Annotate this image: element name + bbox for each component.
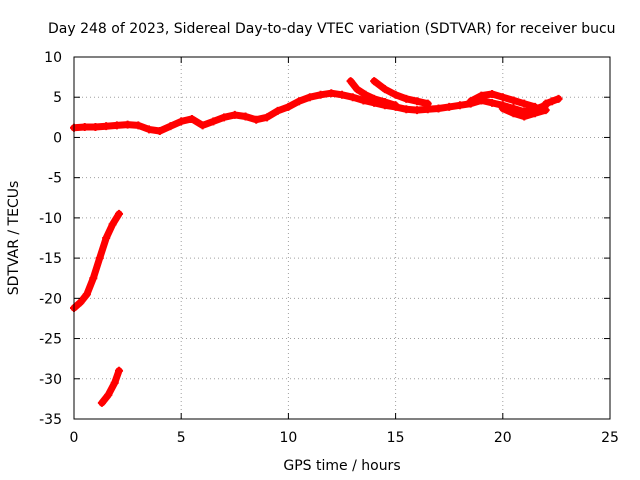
series-early-descent — [70, 210, 123, 312]
x-tick-label: 0 — [70, 430, 79, 446]
data-point — [123, 120, 132, 129]
data-point — [402, 94, 411, 103]
y-tick-label: -30 — [39, 372, 62, 388]
data-point — [241, 112, 250, 121]
data-point — [434, 104, 443, 113]
chart-title: Day 248 of 2023, Sidereal Day-to-day VTE… — [48, 21, 616, 37]
data-point — [445, 102, 454, 111]
data-point — [230, 110, 239, 119]
data-point — [104, 390, 113, 399]
data-point — [295, 97, 304, 106]
grid-lines — [74, 57, 610, 419]
data-point — [423, 99, 432, 108]
data-point — [220, 113, 229, 122]
x-tick-label: 20 — [494, 430, 512, 446]
data-point — [80, 122, 89, 131]
data-point — [380, 85, 389, 94]
data-point — [97, 398, 106, 407]
data-point — [209, 117, 218, 126]
data-point — [102, 122, 111, 131]
data-point — [110, 378, 119, 387]
x-tick-label: 25 — [601, 430, 619, 446]
data-point — [316, 90, 325, 99]
series-early-lower — [98, 367, 123, 407]
data-point — [498, 104, 507, 113]
x-tick-label: 10 — [279, 430, 297, 446]
data-point — [338, 90, 346, 99]
data-point — [520, 112, 529, 121]
data-point — [102, 234, 111, 242]
data-point — [509, 109, 518, 118]
data-point — [380, 98, 389, 107]
x-tick-label: 5 — [177, 430, 186, 446]
data-point — [402, 105, 411, 114]
data-point — [95, 254, 104, 263]
x-axis-ticks: 0 5 10 15 20 25 — [70, 57, 619, 446]
data-point — [252, 115, 261, 124]
x-axis-label: GPS time / hours — [283, 458, 400, 474]
y-tick-label: 10 — [44, 50, 62, 66]
data-point — [112, 121, 121, 130]
y-axis-label: SDTVAR / TECUs — [6, 181, 22, 296]
data-point — [273, 106, 282, 115]
data-point — [134, 121, 143, 130]
data-point — [262, 113, 271, 122]
y-tick-label: 5 — [53, 90, 62, 106]
data-point — [155, 127, 164, 136]
y-tick-label: 0 — [53, 130, 62, 146]
data-point — [327, 89, 336, 98]
data-point — [520, 99, 529, 108]
y-tick-label: -25 — [39, 332, 62, 348]
data-point — [82, 290, 91, 299]
data-point — [177, 117, 186, 126]
data-point — [89, 274, 98, 283]
data-point — [391, 90, 400, 99]
data-point — [346, 77, 355, 86]
data-point — [530, 109, 539, 118]
y-axis-ticks: 10 5 0 -5 -10 -15 -20 -25 -30 -35 — [39, 50, 610, 428]
data-point — [498, 93, 507, 102]
data-point — [413, 106, 422, 115]
data-point — [284, 102, 293, 111]
data-point — [466, 97, 475, 106]
data-point — [548, 97, 557, 106]
data-point — [348, 93, 357, 102]
data-point — [554, 94, 563, 103]
data-point — [115, 209, 124, 218]
y-tick-label: -35 — [39, 412, 62, 428]
data-point — [391, 101, 400, 110]
data-point — [370, 77, 379, 86]
data-point — [166, 122, 175, 131]
data-point — [108, 220, 117, 229]
data-point — [541, 99, 550, 108]
data-point — [361, 90, 370, 99]
data-point — [359, 96, 368, 105]
y-tick-label: -5 — [48, 171, 62, 187]
data-point — [353, 85, 362, 94]
data-point — [477, 91, 486, 100]
data-point — [115, 366, 124, 375]
data-point — [91, 122, 100, 131]
plot-frame — [73, 56, 611, 420]
data-point — [370, 94, 379, 103]
y-tick-label: -20 — [39, 291, 62, 307]
data-series — [70, 77, 563, 407]
data-point — [488, 90, 497, 99]
y-tick-label: -15 — [39, 251, 62, 267]
data-point — [145, 125, 154, 134]
data-point — [305, 93, 314, 102]
data-point — [413, 97, 422, 106]
x-tick-label: 15 — [387, 430, 405, 446]
y-tick-label: -10 — [39, 211, 62, 227]
data-point — [509, 96, 518, 105]
data-point — [198, 121, 207, 130]
data-point — [488, 98, 497, 107]
data-point — [187, 114, 196, 123]
data-point — [455, 101, 464, 110]
data-point — [76, 298, 85, 307]
